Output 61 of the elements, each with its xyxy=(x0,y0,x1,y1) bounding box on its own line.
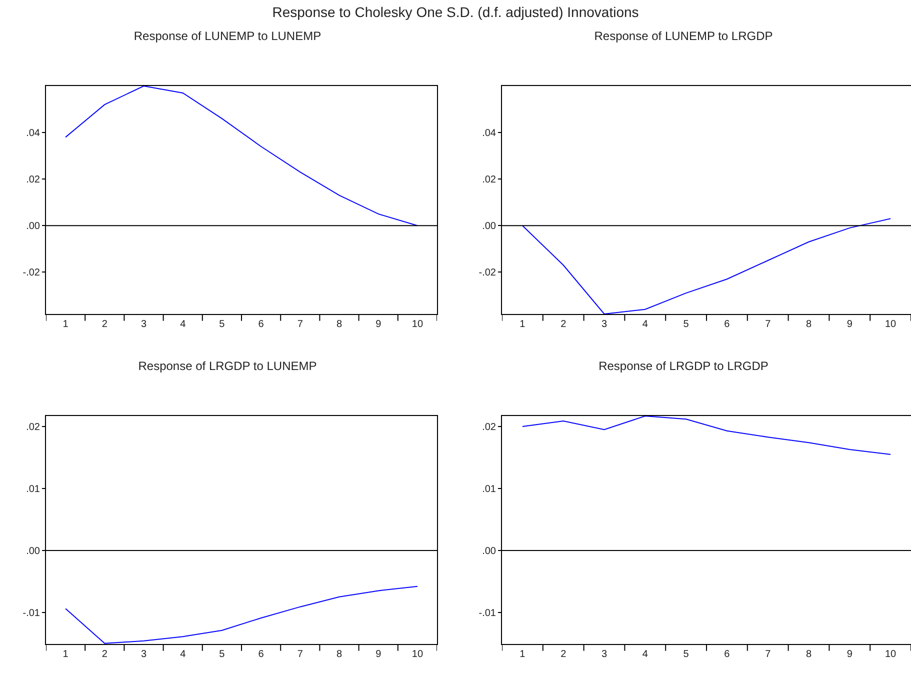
x-tick-label: 4 xyxy=(642,319,648,330)
x-tick-label: 9 xyxy=(376,649,382,660)
x-tick-label: 8 xyxy=(806,319,812,330)
y-tick-label: .00 xyxy=(482,546,496,557)
y-tick-label: .01 xyxy=(482,484,496,495)
text: Response to Cholesky One S.D. (d.f. adjusted) Innovations xyxy=(271,4,640,20)
y-tick-label: .04 xyxy=(482,128,496,140)
chart-title: Response of LRGDP to LUNEMP xyxy=(138,358,317,373)
x-tick-label: 8 xyxy=(336,319,342,330)
x-tick-label: 2 xyxy=(102,319,108,330)
x-tick-label: 6 xyxy=(724,319,730,330)
x-tick-label: 10 xyxy=(412,649,424,660)
x-tick-label: 7 xyxy=(765,649,772,660)
x-tick-label: 9 xyxy=(846,319,853,330)
x-tick-label: 2 xyxy=(560,649,567,660)
y-tick-label: .01 xyxy=(26,484,40,495)
x-tick-label: 3 xyxy=(601,649,608,660)
x-tick-label: 8 xyxy=(806,649,812,660)
y-tick-label: -.02 xyxy=(22,268,40,279)
y-tick-label: .00 xyxy=(26,546,40,557)
x-tick-label: 3 xyxy=(601,319,608,330)
x-tick-label: 4 xyxy=(180,319,186,330)
x-tick-label: 5 xyxy=(683,649,690,660)
y-tick-label: .04 xyxy=(26,128,40,140)
x-tick-label: 1 xyxy=(62,649,69,660)
x-tick-label: 3 xyxy=(140,319,147,330)
chart-title: Response of LUNEMP to LRGDP xyxy=(594,28,773,43)
y-tick-label: .00 xyxy=(26,221,40,232)
x-tick-label: 3 xyxy=(140,649,147,660)
x-tick-label: 1 xyxy=(520,649,526,660)
x-tick-label: 1 xyxy=(520,319,526,330)
x-tick-label: 10 xyxy=(884,649,897,660)
x-tick-label: 10 xyxy=(884,319,897,330)
x-tick-label: 6 xyxy=(258,649,264,660)
x-tick-label: 2 xyxy=(102,649,108,660)
x-tick-label: 1 xyxy=(62,319,69,330)
y-tick-label: .02 xyxy=(482,174,496,186)
y-tick-label: .00 xyxy=(482,221,496,232)
y-tick-label: -.02 xyxy=(478,268,496,279)
x-tick-label: 5 xyxy=(219,649,226,660)
x-tick-label: 2 xyxy=(560,319,567,330)
x-tick-label: 5 xyxy=(219,319,226,330)
x-tick-label: 9 xyxy=(376,319,382,330)
y-tick-label: -.01 xyxy=(478,608,496,619)
x-tick-label: 5 xyxy=(683,319,690,330)
x-tick-label: 9 xyxy=(846,649,853,660)
y-tick-label: -.01 xyxy=(22,608,40,619)
x-tick-label: 6 xyxy=(724,649,730,660)
x-tick-label: 10 xyxy=(412,319,424,330)
y-tick-label: .02 xyxy=(26,174,40,186)
x-tick-label: 4 xyxy=(180,649,186,660)
x-tick-label: 7 xyxy=(297,319,304,330)
x-tick-label: 7 xyxy=(765,319,772,330)
y-tick-label: .02 xyxy=(482,422,496,434)
chart-title: Response of LUNEMP to LUNEMP xyxy=(134,28,322,43)
y-tick-label: .02 xyxy=(26,422,40,434)
x-tick-label: 7 xyxy=(297,649,304,660)
x-tick-label: 4 xyxy=(642,649,648,660)
chart-title: Response of LRGDP to LRGDP xyxy=(598,358,768,373)
x-tick-label: 8 xyxy=(336,649,342,660)
x-tick-label: 6 xyxy=(258,319,264,330)
